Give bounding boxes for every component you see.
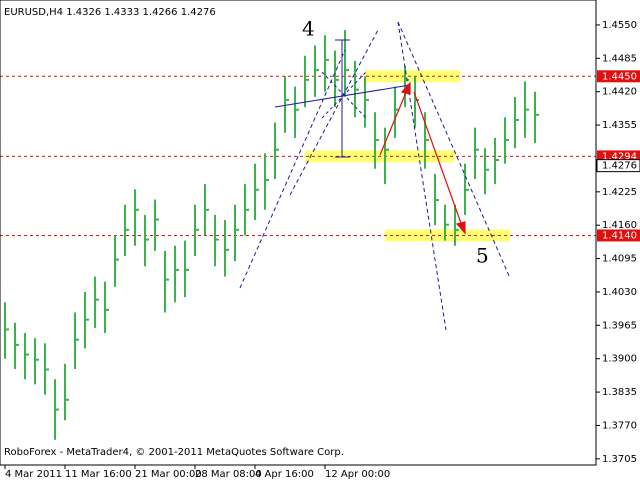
x-tick-label: 28 Mar 08:00	[195, 469, 262, 480]
level-label: 1.4140	[602, 230, 637, 241]
arrow-head	[455, 221, 466, 235]
arrow-line	[413, 91, 463, 227]
trend-line	[321, 71, 367, 119]
y-tick-label: 1.4160	[602, 220, 637, 231]
y-tick-label: 1.4355	[602, 120, 637, 131]
y-tick-label: 1.4095	[602, 254, 637, 265]
y-tick-label: 1.3900	[602, 354, 637, 365]
bars	[4, 30, 539, 440]
x-tick-label: 12 Apr 00:00	[325, 469, 390, 480]
arrows	[379, 81, 466, 235]
level-label: 1.4294	[602, 151, 637, 162]
y-tick-label: 1.4420	[602, 87, 637, 98]
y-tick-label: 1.3770	[602, 420, 637, 431]
channel-line	[239, 49, 346, 289]
price-label: 1.4276	[602, 161, 637, 172]
y-tick-label: 1.3965	[602, 320, 637, 331]
drawings	[239, 21, 511, 331]
chart-title: EURUSD,H4 1.4326 1.4333 1.4266 1.4276	[4, 7, 216, 18]
y-tick-label: 1.3705	[602, 454, 637, 465]
x-tick-label: 4 Mar 2011	[5, 469, 62, 480]
x-tick-label: 4 Apr 16:00	[255, 469, 314, 480]
y-tick-label: 1.4030	[602, 287, 637, 298]
channel-line	[397, 21, 511, 279]
y-tick-label: 1.4225	[602, 187, 637, 198]
arrow-head	[400, 81, 411, 95]
arrow-line	[379, 89, 408, 156]
x-tick-label: 21 Mar 00:00	[135, 469, 202, 480]
channel-line	[397, 21, 447, 331]
footer: RoboForex - MetaTrader4, © 2001-2011 Met…	[4, 447, 344, 458]
level-label: 1.4450	[602, 71, 637, 82]
channel-line	[289, 29, 379, 196]
y-tick-label: 1.4550	[602, 20, 637, 31]
level-tag	[597, 70, 640, 83]
y-tick-label: 1.4485	[602, 53, 637, 64]
target-zone	[385, 229, 510, 242]
wave-label: 5	[476, 244, 489, 268]
target-zone	[365, 70, 460, 83]
x-tick-label: 11 Mar 16:00	[65, 469, 132, 480]
plot-frame	[0, 0, 597, 466]
wave-label: 4	[302, 17, 315, 41]
level-tag	[597, 229, 640, 242]
axes: 1.4550 1.4485 1.4420 1.4355 1.4225 1.4160 1.40…	[4, 20, 640, 480]
y-tick-label: 1.3835	[602, 387, 637, 398]
price-tag	[596, 159, 640, 173]
